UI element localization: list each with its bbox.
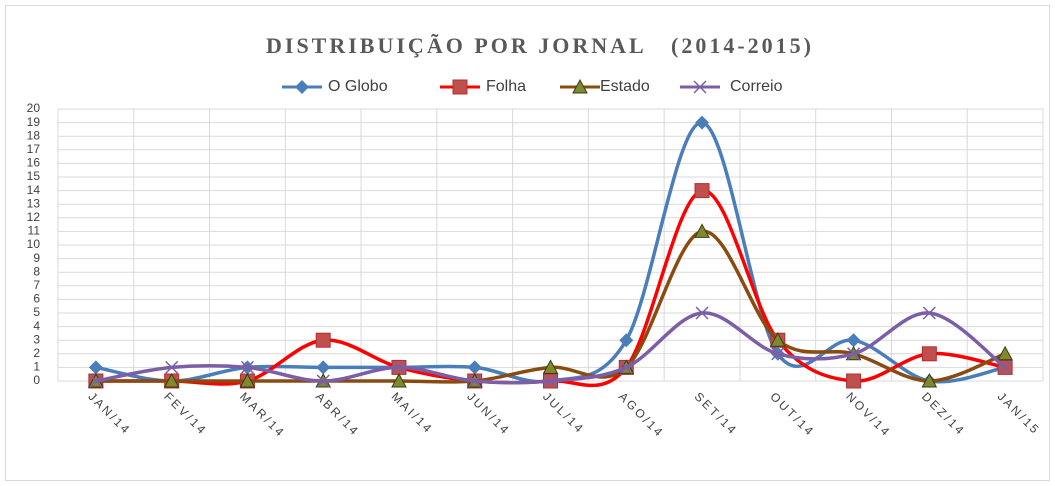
marker	[316, 360, 331, 375]
marker	[240, 360, 254, 374]
marker	[316, 374, 330, 388]
marker	[997, 345, 1013, 361]
marker	[695, 306, 709, 320]
y-tick-label: 11	[28, 224, 41, 238]
y-tick-label: 13	[27, 196, 41, 210]
y-tick-label: 3	[33, 332, 40, 346]
y-tick-label: 14	[27, 183, 41, 197]
legend-label: Estado	[600, 78, 650, 95]
marker	[543, 374, 558, 388]
marker	[998, 360, 1012, 374]
y-tick-label: 8	[33, 264, 40, 278]
marker	[694, 223, 710, 238]
marker	[921, 346, 937, 362]
marker	[163, 372, 180, 388]
marker	[922, 306, 936, 320]
marker	[467, 360, 482, 375]
marker	[392, 360, 406, 374]
series-markers	[89, 306, 1012, 388]
marker	[846, 333, 861, 348]
marker	[542, 359, 559, 374]
y-tick-label: 16	[27, 156, 41, 170]
legend-label: Correio	[730, 78, 783, 95]
marker	[89, 374, 103, 388]
y-tick-label: 5	[33, 305, 40, 319]
y-tick-label: 1	[33, 360, 40, 374]
marker	[391, 372, 407, 388]
chart-title: DISTRIBUIÇÃO POR JORNAL (2014-2015)	[266, 33, 814, 58]
marker	[847, 347, 861, 361]
chart-frame	[5, 5, 1050, 481]
marker	[619, 333, 634, 348]
marker	[694, 183, 710, 199]
marker	[239, 372, 256, 388]
marker	[619, 360, 633, 374]
series-line	[95, 120, 1006, 384]
marker	[468, 374, 482, 388]
marker	[452, 79, 468, 95]
y-tick-label: 0	[33, 373, 40, 387]
marker	[921, 372, 938, 388]
legend-label: Folha	[486, 78, 526, 95]
legend-label: O Globo	[328, 78, 388, 95]
y-tick-label: 9	[33, 251, 40, 265]
y-tick-label: 12	[27, 210, 41, 224]
marker	[165, 360, 179, 374]
y-tick-label: 15	[27, 169, 41, 183]
y-tick-label: 2	[33, 346, 40, 360]
y-tick-label: 4	[33, 319, 40, 333]
y-tick-label: 17	[27, 142, 41, 156]
y-tick-label: 6	[33, 292, 40, 306]
y-tick-label: 10	[27, 237, 41, 251]
y-tick-label: 18	[27, 128, 41, 142]
marker	[693, 80, 707, 94]
y-tick-label: 20	[27, 101, 41, 115]
y-tick-label: 19	[27, 115, 41, 129]
marker	[88, 360, 103, 375]
marker	[771, 347, 785, 361]
marker	[295, 80, 309, 94]
marker	[695, 115, 710, 130]
marker	[769, 332, 786, 347]
y-tick-label: 7	[33, 278, 40, 292]
marker	[846, 373, 862, 389]
marker	[315, 332, 331, 348]
marker	[572, 78, 588, 94]
